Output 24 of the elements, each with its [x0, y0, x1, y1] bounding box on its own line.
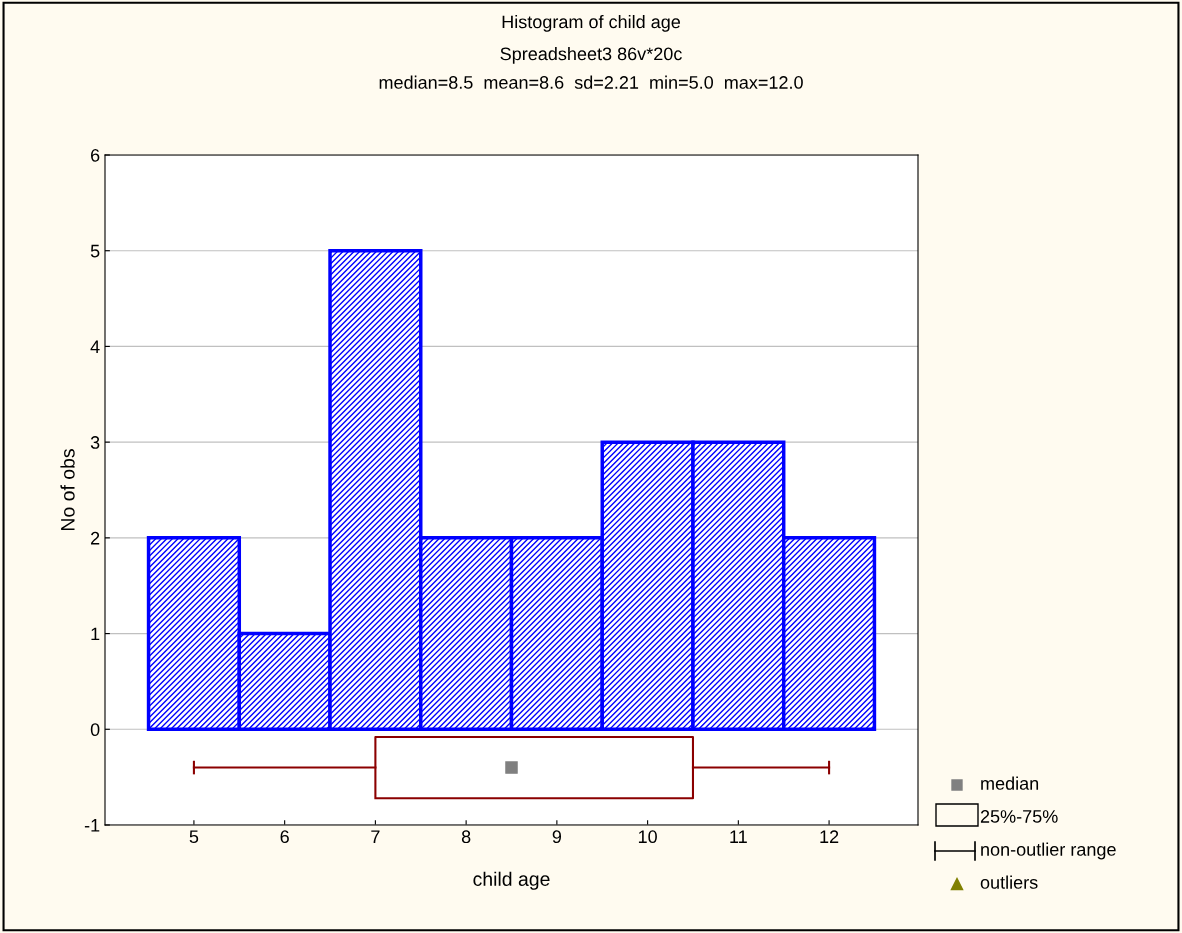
x-tick-label: 8	[461, 830, 471, 844]
y-tick-label: 4	[90, 340, 100, 353]
y-tick-label: 1	[91, 627, 100, 641]
x-axis-title: child age	[473, 871, 550, 890]
x-tick-label: 10	[638, 830, 657, 844]
x-tick-label: 9	[552, 830, 562, 844]
x-tick-label: 12	[820, 830, 839, 843]
y-tick-label: 6	[91, 148, 100, 162]
text: 25%-75%	[980, 810, 1058, 823]
x-tick-label: 7	[371, 830, 380, 843]
text: outliers	[980, 875, 1038, 889]
x-tick-label: 5	[189, 830, 199, 844]
x-tick-label: 11	[730, 830, 747, 843]
chart-title: Histogram of child age	[502, 15, 681, 32]
text: median	[981, 776, 1039, 790]
y-tick-label: 5	[90, 244, 100, 258]
y-tick-label: 3	[90, 436, 100, 449]
y-tick-label: -1	[84, 819, 100, 832]
y-tick-label: 0	[90, 723, 100, 737]
y-tick-label: 2	[91, 531, 100, 545]
chart-subtitle: Spreadsheet3 86v*20c median=8.5 mean=8.6 sd=2.21 min=5.0 max=12.0	[379, 47, 803, 89]
text: non-outlier range	[981, 842, 1116, 860]
y-axis-title: No of obs	[60, 449, 75, 531]
x-tick-label: 6	[280, 830, 289, 844]
